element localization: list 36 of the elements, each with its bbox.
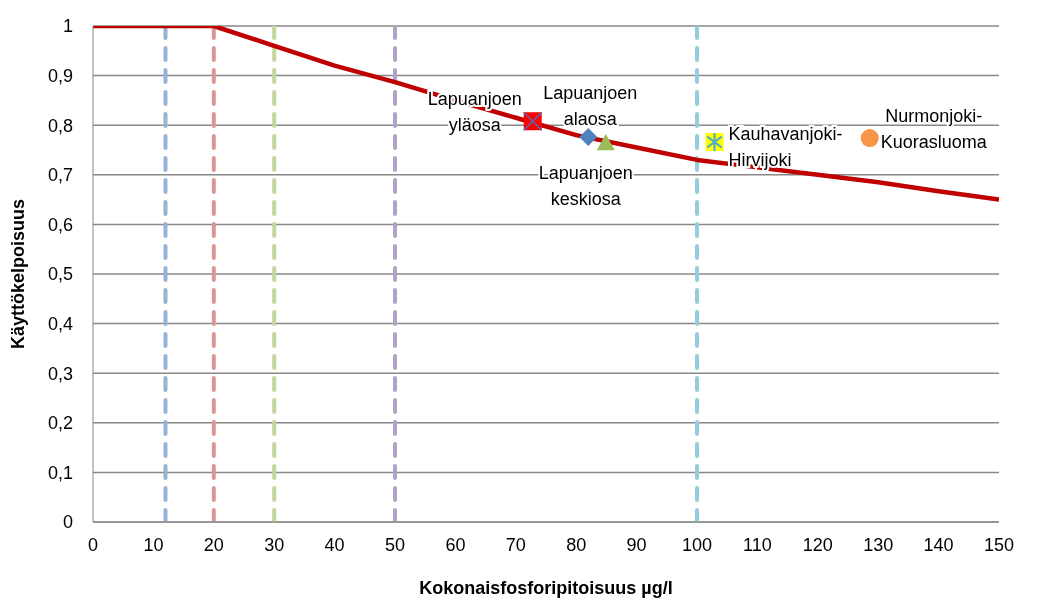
y-tick-label: 0,5 xyxy=(47,264,73,285)
x-tick-label: 140 xyxy=(923,534,954,555)
y-tick-label: 0 xyxy=(62,512,73,533)
x-tick-label: 150 xyxy=(983,534,1015,555)
y-axis-title: Käyttökelpoisuus xyxy=(8,198,29,350)
x-tick-label: 110 xyxy=(743,534,772,555)
x-tick-label: 10 xyxy=(143,534,164,555)
x-tick-label: 100 xyxy=(681,534,713,555)
x-tick-label: 20 xyxy=(203,534,224,555)
x-tick-label: 90 xyxy=(626,534,647,555)
point xyxy=(860,129,879,148)
y-tick-label: 0,2 xyxy=(47,413,73,434)
x-tick-label: 120 xyxy=(802,534,833,555)
series-label: Lapuanjoen alaosa xyxy=(543,83,638,130)
series-label: Lapuanjoen keskiosa xyxy=(538,163,633,210)
x-tick-label: 50 xyxy=(384,534,406,555)
x-tick-label: 130 xyxy=(863,534,894,555)
y-tick-label: 0,6 xyxy=(47,214,73,235)
x-tick-label: 70 xyxy=(505,534,526,555)
y-tick-label: 0,3 xyxy=(47,363,73,384)
series-label: Nurmonjoki-Kuorasluoma xyxy=(880,106,988,153)
x-tick-label: 40 xyxy=(324,534,345,555)
y-tick-label: 0,9 xyxy=(47,65,73,86)
y-tick-label: 0,7 xyxy=(47,165,73,186)
x-tick-label: 60 xyxy=(445,534,466,555)
x-tick-label: 0 xyxy=(87,534,99,555)
y-tick-label: 0,8 xyxy=(47,115,73,136)
point xyxy=(596,134,615,151)
point xyxy=(579,128,598,147)
y-tick-label: 1 xyxy=(62,16,73,37)
y-tick-label: 0,4 xyxy=(47,313,73,334)
series-label: Kauhavanjoki-Hirvijoki xyxy=(728,124,843,171)
x-tick-label: 80 xyxy=(566,534,587,555)
x-axis-title: Kokonaisfosforipitoisuus µg/l xyxy=(419,578,673,598)
y-tick-label: 0,1 xyxy=(47,462,73,483)
x-tick-label: 30 xyxy=(264,534,285,555)
